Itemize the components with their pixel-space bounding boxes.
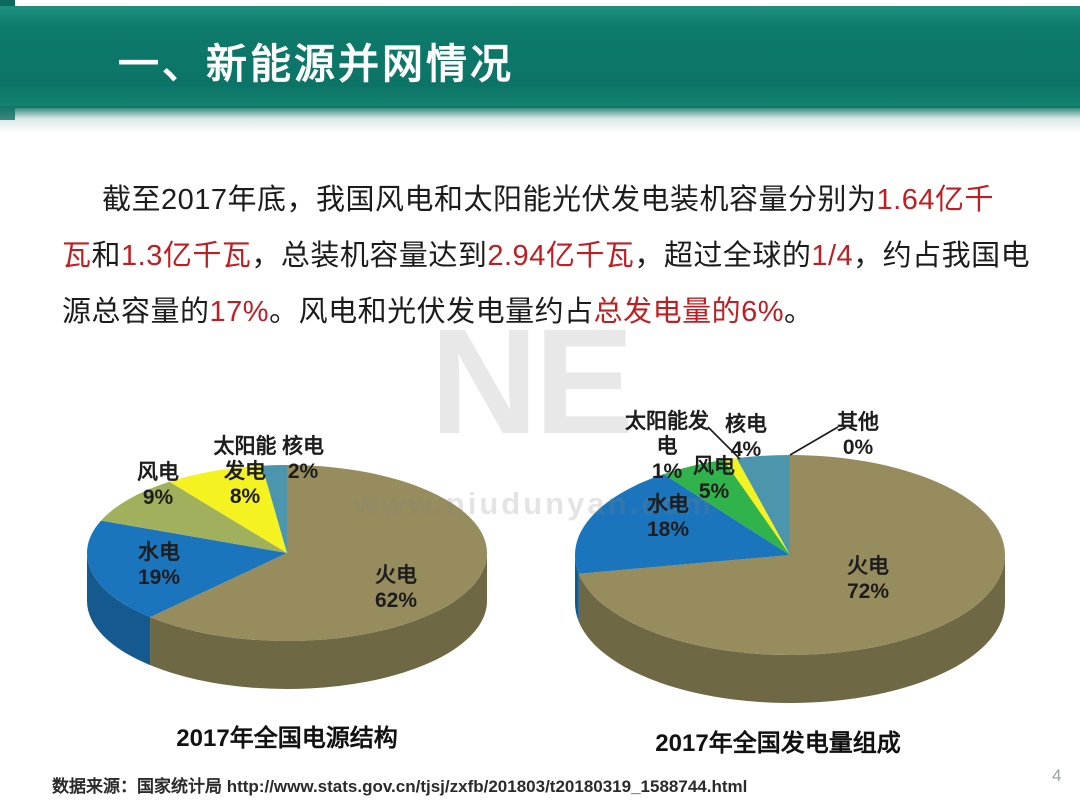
header-bar-fade <box>0 106 1080 134</box>
text-segment: 。 <box>784 296 814 328</box>
chart-caption-left: 2017年全国电源结构 <box>176 725 398 752</box>
text-segment: ，总装机容量达到 <box>251 240 488 272</box>
pie1-slice-水电 <box>87 520 287 618</box>
text-segment: ，约占我国电 <box>853 240 1031 272</box>
text-segment: 和 <box>91 240 122 272</box>
pie2-slice-核电 <box>736 455 790 555</box>
header-bar <box>0 6 1080 108</box>
paragraph-line: 瓦和1.3亿千瓦，总装机容量达到2.94亿千瓦，超过全球的1/4，约占我国电 <box>62 228 1030 284</box>
pie1-slice-核电 <box>261 465 287 553</box>
text-segment: ，超过全球的 <box>634 240 812 272</box>
highlight-text-segment: 2.94亿千瓦 <box>487 240 635 272</box>
highlight-text-segment: 17% <box>209 296 270 328</box>
pie2-slice-水电 <box>574 474 790 574</box>
pie2-wall-火电 <box>578 555 1005 703</box>
highlight-text-segment: 瓦 <box>62 240 92 272</box>
pie2-leader-line <box>707 426 741 460</box>
pie1-slice-火电 <box>150 465 487 641</box>
highlight-text-segment: 1/4 <box>811 240 854 272</box>
highlight-text-segment: 1.64亿千 <box>876 184 994 216</box>
pie2-slice-火电 <box>578 455 1006 655</box>
text-segment: 截至2017年底，我国风电和太阳能光伏发电装机容量分别为 <box>102 184 877 216</box>
pie2-wall-水电 <box>575 555 579 622</box>
chart-caption-right: 2017年全国发电量组成 <box>655 730 901 757</box>
watermark-url: www.niudunyan.com <box>354 486 714 521</box>
text-segment: 。风电和光伏发电量约占 <box>269 296 594 328</box>
pie1-slice-风电 <box>101 481 287 553</box>
highlight-text-segment: 1.3亿千瓦 <box>121 240 252 272</box>
page-title: 一、新能源并网情况 <box>118 41 514 87</box>
source-text: 数据来源：国家统计局 http://www.stats.gov.cn/tjsj/… <box>52 777 748 796</box>
highlight-text-segment: 总发电量的6% <box>593 296 784 328</box>
pie2-slice-风电 <box>663 459 790 555</box>
pie1-wall-水电 <box>87 553 151 666</box>
paragraph-line: 截至2017年底，我国风电和太阳能光伏发电装机容量分别为1.64亿千 <box>62 172 1022 228</box>
pie1-wall-火电 <box>150 553 487 689</box>
paragraph-line: 源总容量的17%。风电和光伏发电量约占总发电量的6%。 <box>62 284 1022 340</box>
watermark-logo: NE <box>430 297 634 465</box>
text-segment: 源总容量的 <box>62 296 210 328</box>
pie2-slice-太阳能发电 <box>723 458 790 555</box>
body-paragraph: 截至2017年底，我国风电和太阳能光伏发电装机容量分别为1.64亿千 瓦和1.3亿… <box>62 172 1030 340</box>
page-number: 4 <box>1052 766 1062 785</box>
pie2-leader-line <box>789 426 839 456</box>
pie1-slice-太阳能发电 <box>169 465 287 553</box>
